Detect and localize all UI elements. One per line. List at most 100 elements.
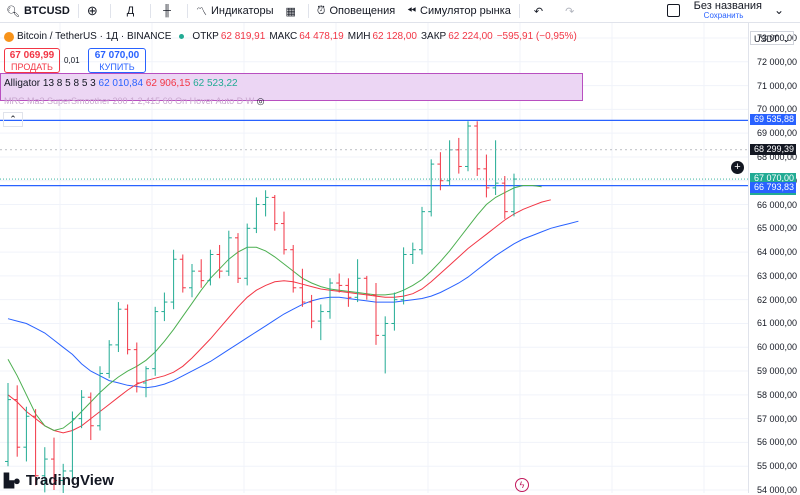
divider — [186, 4, 188, 18]
price-axis-label: 66 000,00 — [756, 199, 797, 210]
alligator-lips-value: 62 523,22 — [193, 78, 238, 89]
price-axis-label: 58 000,00 — [756, 389, 797, 400]
price-axis-label: 69 000,00 — [756, 128, 797, 139]
price-axis-label: 72 000,00 — [756, 56, 797, 67]
lower-line-price-tag: 66 793,83 — [750, 181, 796, 193]
save-label: Сохранить — [703, 11, 744, 20]
chart-grid — [0, 23, 748, 493]
undo-icon: ↶ — [533, 5, 544, 18]
price-axis-label: 68 000,00 — [756, 151, 797, 162]
chevron-down-icon: ⌄ — [782, 34, 790, 44]
price-axis-label: 60 000,00 — [756, 342, 797, 353]
compare-button[interactable]: ⊕ — [81, 0, 108, 22]
pair-title[interactable]: Bitcoin / TetherUS · 1Д · BINANCE — [17, 31, 172, 42]
undo-button[interactable]: ↶ — [522, 0, 559, 22]
close-label: ЗАКР — [421, 31, 447, 42]
alligator-jaw-line — [7, 220, 579, 389]
price-axis-label: 57 000,00 — [756, 413, 797, 424]
layout-menu-chevron-icon[interactable]: ⌄ — [773, 3, 784, 17]
divider — [77, 4, 79, 18]
symbol-name: BTCUSD — [23, 5, 70, 17]
layout-save[interactable]: Без названия Сохранить — [694, 0, 762, 22]
plus-circle-icon: ⊕ — [86, 3, 98, 18]
open-label: ОТКР — [192, 31, 219, 42]
chart-type-button[interactable]: ╫ — [153, 0, 185, 22]
low-label: МИН — [347, 31, 371, 42]
alligator-legend[interactable]: Alligator 13 8 5 8 5 3 62 010,84 62 906,… — [4, 78, 238, 89]
tradingview-logo: ▙● TradingView — [4, 472, 114, 489]
high-label: МАКС — [269, 31, 298, 42]
price-axis-label: 64 000,00 — [756, 247, 797, 258]
sell-label: ПРОДАТЬ — [11, 62, 53, 72]
currency-select[interactable]: USDT ⌄ — [750, 31, 794, 45]
price-axis-label: 55 000,00 — [756, 461, 797, 472]
symbol-search[interactable]: 🔍︎ BTCUSD — [0, 0, 76, 22]
alligator-teeth-value: 62 906,15 — [145, 78, 191, 89]
indicators-icon: 〽 — [195, 6, 207, 18]
alerts-button[interactable]: ⏰︎ Оповещения — [311, 0, 401, 22]
collapse-legend-button[interactable]: ⌃ — [3, 112, 23, 127]
buy-price: 67 070,00 — [94, 50, 140, 61]
rewind-icon: ⏪︎ — [407, 4, 417, 17]
alarm-clock-icon: ⏰︎ — [316, 4, 326, 17]
chart-legend: Bitcoin / TetherUS · 1Д · BINANCE ОТКР 62… — [4, 31, 581, 42]
low-value: 62 128,00 — [372, 31, 418, 42]
mrc-indicator-legend[interactable]: MRC Ma3 SuperSmoother 200 1 2,415 60 On … — [4, 96, 265, 107]
buy-label: КУПИТЬ — [99, 62, 135, 72]
price-axis-label: 63 000,00 — [756, 270, 797, 281]
change-value: −595,91 (−0,95%) — [496, 31, 577, 42]
spread-value: 0,01 — [64, 56, 80, 65]
layout-title: Без названия — [693, 0, 762, 12]
add-crosshair-icon[interactable]: + — [731, 161, 744, 174]
price-chart[interactable] — [0, 23, 748, 493]
alligator-lines — [7, 185, 579, 434]
replay-label: Симулятор рынка — [420, 5, 511, 17]
tv-logo-icon: ▙● — [4, 472, 21, 488]
last-price-tag: 67 070,00 — [750, 173, 796, 185]
redo-icon: ↷ — [565, 5, 575, 18]
divider — [518, 4, 520, 18]
logo-text: TradingView — [25, 472, 114, 489]
alligator-teeth-line — [7, 199, 551, 434]
search-icon: 🔍︎ — [6, 5, 20, 18]
templates-button[interactable]: ▦ — [280, 0, 306, 22]
eye-hidden-icon[interactable]: ◎ — [256, 96, 265, 106]
sell-price: 67 069,99 — [9, 50, 55, 61]
alerts-label: Оповещения — [329, 5, 396, 17]
divider — [307, 4, 309, 18]
price-axis-label: 71 000,00 — [756, 80, 797, 91]
mrc-label: MRC Ma3 SuperSmoother 200 1 2,415 60 On … — [4, 96, 255, 106]
divider — [109, 4, 111, 18]
alligator-lips-line — [7, 185, 542, 432]
candles — [5, 121, 517, 493]
price-axis-label: 56 000,00 — [756, 437, 797, 448]
redo-button[interactable]: ↷ — [559, 0, 584, 22]
top-toolbar: 🔍︎ BTCUSD ⊕ Д ╫ 〽 Индикаторы ▦ ⏰︎ Оповещ… — [0, 0, 800, 23]
price-axis[interactable]: 73 000,00 72 000,00 71 000,00 70 000,00 69 0… — [748, 23, 800, 495]
layout-checkbox-icon[interactable] — [667, 4, 680, 17]
price-axis-label: 65 000,00 — [756, 223, 797, 234]
price-axis-label: 70 000,00 — [756, 104, 797, 115]
high-value: 64 478,19 — [299, 31, 344, 42]
currency-label: USDT — [754, 34, 779, 44]
interval-button[interactable]: Д — [113, 0, 148, 22]
sell-button[interactable]: 67 069,99 ПРОДАТЬ — [4, 48, 60, 73]
alligator-label: Alligator 13 8 5 8 5 3 — [4, 78, 96, 89]
candles-icon: ╫ — [163, 5, 171, 17]
crosshair-price-tag: 68 299,39 — [750, 143, 796, 155]
close-value: 62 224,00 — [448, 31, 493, 42]
price-axis-label: 73 000,00 — [756, 33, 797, 43]
open-value: 62 819,91 — [220, 31, 266, 42]
indicators-button[interactable]: 〽 Индикаторы — [190, 0, 280, 22]
buy-button[interactable]: 67 070,00 КУПИТЬ — [88, 48, 146, 73]
ideas-icon[interactable]: ϟ — [515, 478, 529, 492]
indicator-highlight[interactable] — [0, 73, 583, 101]
interval-label: Д — [126, 5, 135, 17]
grid-icon: ▦ — [285, 5, 296, 18]
horizontal-lines — [0, 119, 748, 187]
market-open-icon — [179, 34, 185, 39]
alligator-jaw-value: 62 010,84 — [98, 78, 144, 89]
replay-button[interactable]: ⏪︎ Симулятор рынка — [401, 0, 517, 22]
bitcoin-icon — [4, 31, 14, 42]
price-axis-label: 59 000,00 — [756, 366, 797, 377]
